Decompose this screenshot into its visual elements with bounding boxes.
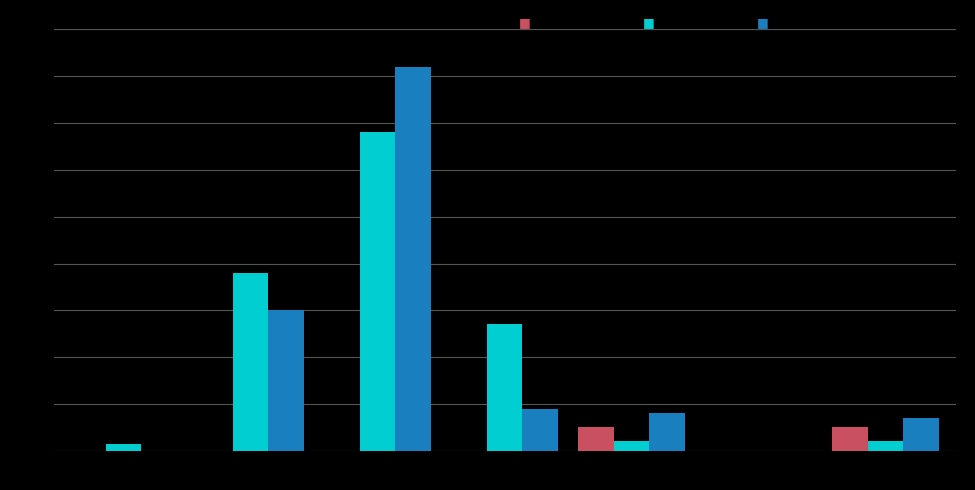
Bar (395, 67, 431, 451)
Text: ■: ■ (519, 16, 530, 28)
Bar (649, 414, 685, 451)
Text: ■: ■ (643, 16, 654, 28)
Bar (833, 427, 868, 451)
Bar (487, 324, 523, 451)
Bar (868, 441, 904, 451)
Bar (904, 418, 939, 451)
Bar (523, 409, 558, 451)
Bar (578, 427, 614, 451)
Text: ■: ■ (757, 16, 768, 28)
Bar (105, 444, 141, 451)
Bar (233, 273, 268, 451)
Bar (360, 132, 395, 451)
Bar (614, 441, 649, 451)
Bar (268, 310, 304, 451)
